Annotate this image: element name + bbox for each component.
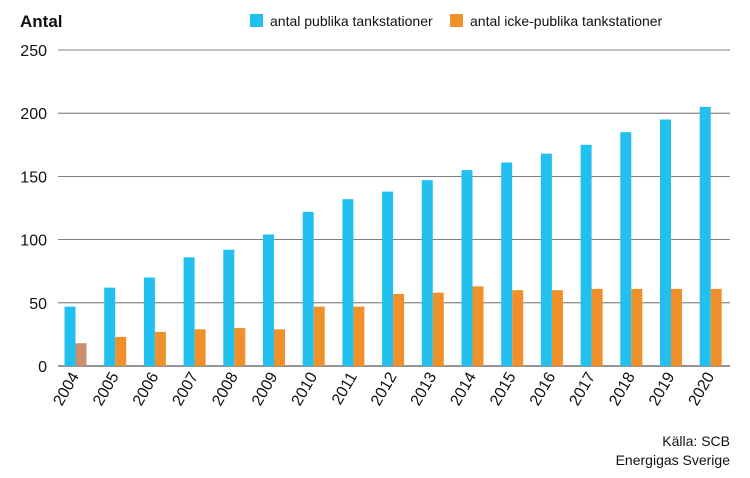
x-tick-label: 2019	[646, 369, 679, 408]
bar-nonpublic-2013	[432, 292, 444, 366]
y-tick-label: 0	[38, 359, 47, 376]
bar-public-2012	[382, 191, 394, 366]
legend-swatch-nonpublic	[450, 14, 463, 27]
bar-nonpublic-2018	[631, 288, 643, 366]
bar-nonpublic-2009	[274, 329, 285, 366]
bar-nonpublic-2006	[154, 331, 166, 366]
x-tick-label: 2009	[249, 369, 282, 408]
bar-public-2008	[223, 249, 235, 366]
x-tick-label: 2004	[50, 369, 83, 408]
bar-nonpublic-2016	[551, 290, 563, 366]
bar-public-2016	[540, 153, 552, 366]
x-tick-label: 2011	[329, 369, 361, 407]
bar-nonpublic-2008	[234, 328, 246, 366]
bar-nonpublic-2011	[353, 306, 365, 366]
bar-nonpublic-2010	[313, 306, 325, 366]
y-tick-label: 200	[20, 106, 47, 123]
x-tick-label: 2007	[170, 369, 203, 408]
gridlines	[58, 49, 730, 367]
y-tick-label: 250	[20, 43, 47, 60]
x-tick-label: 2018	[606, 369, 639, 408]
bar-nonpublic-2019	[671, 288, 682, 366]
bar-nonpublic-2017	[591, 288, 603, 366]
bar-public-2014	[461, 170, 473, 366]
x-tick-label: 2015	[487, 369, 520, 408]
y-tick-label: 100	[20, 233, 47, 250]
bar-public-2017	[580, 144, 592, 366]
bars	[64, 106, 722, 367]
x-tick-label: 2010	[289, 369, 322, 408]
bar-nonpublic-2020	[710, 288, 722, 366]
source-line-2: Energigas Sverige	[615, 452, 730, 468]
bar-public-2013	[421, 180, 433, 366]
y-tick-label: 50	[29, 296, 47, 313]
bar-public-2010	[302, 211, 314, 366]
source-line-1: Källa: SCB	[662, 433, 730, 449]
bar-nonpublic-2004	[75, 343, 87, 366]
legend-swatch-public	[250, 14, 263, 27]
bar-public-2019	[660, 119, 671, 367]
x-tick-labels: 2004 2005 2006 2007 2008 2009 2010 2011 2012 2013…	[50, 369, 718, 408]
x-tick-label: 2014	[447, 369, 480, 408]
bar-nonpublic-2012	[393, 293, 405, 366]
x-tick-label: 2008	[209, 369, 242, 408]
x-tick-label: 2017	[567, 369, 600, 408]
bar-public-2005	[104, 287, 116, 366]
legend: antal publika tankstationer antal icke-p…	[250, 13, 663, 29]
y-tick-labels: 0 50 100 150 200 250	[20, 43, 47, 376]
bar-nonpublic-2015	[512, 290, 524, 366]
x-tick-label: 2005	[90, 369, 123, 408]
bar-public-2007	[183, 257, 195, 366]
legend-label-nonpublic: antal icke-publika tankstationer	[470, 13, 663, 29]
bar-public-2009	[263, 234, 274, 366]
x-tick-label: 2016	[527, 369, 560, 408]
bar-public-2015	[501, 162, 513, 366]
x-tick-label: 2020	[686, 369, 719, 408]
bar-nonpublic-2007	[194, 329, 206, 366]
legend-label-public: antal publika tankstationer	[270, 13, 433, 29]
bar-nonpublic-2014	[472, 286, 484, 366]
x-tick-label: 2006	[130, 369, 163, 408]
x-tick-label: 2012	[368, 369, 401, 408]
bar-nonpublic-2005	[115, 336, 127, 366]
bar-public-2011	[342, 199, 354, 366]
bar-public-2018	[620, 132, 632, 366]
bar-public-2004	[64, 306, 76, 366]
bar-public-2006	[143, 277, 155, 366]
y-axis-label: Antal	[20, 12, 63, 31]
bar-public-2020	[699, 106, 711, 366]
source-note: Källa: SCB Energigas Sverige	[616, 432, 730, 470]
x-tick-label: 2013	[408, 369, 441, 408]
y-tick-label: 150	[20, 169, 47, 186]
